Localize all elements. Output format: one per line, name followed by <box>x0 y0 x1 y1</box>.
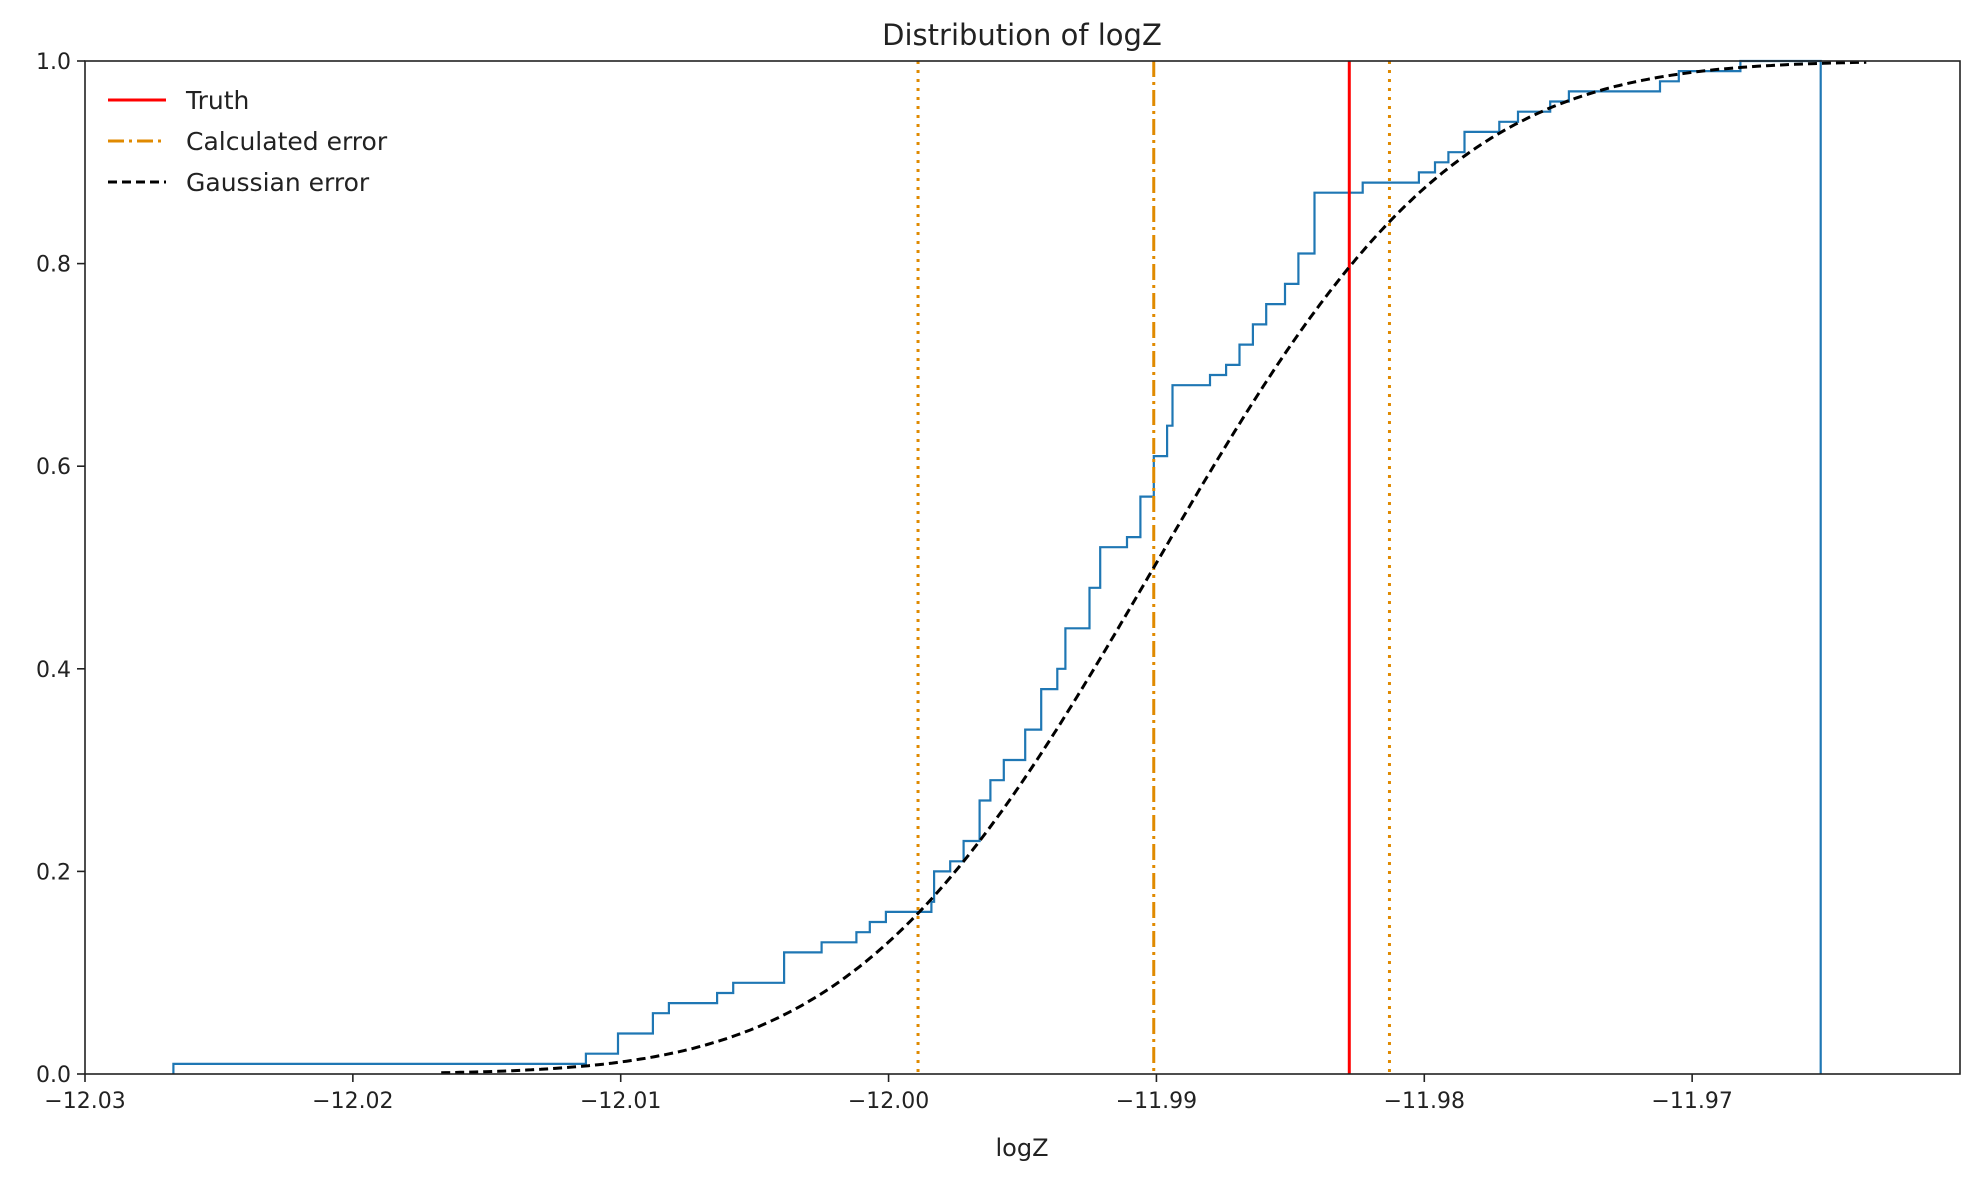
y-tick-label: 0.6 <box>36 455 71 480</box>
legend-item-truth: Truth <box>108 86 249 115</box>
plot-area: 0.00.20.40.60.81.0 −12.03 −12.02 −12.01 −12… <box>36 50 1961 1114</box>
y-axis: 0.0 0.2 0.4 0.6 0.8 1.0 <box>36 50 85 1088</box>
ecdf-step-line <box>172 59 1822 1074</box>
x-tick-label: −12.00 <box>848 1089 929 1114</box>
y-tick-label: 0.8 <box>36 253 71 278</box>
x-tick-label: −11.97 <box>1651 1089 1732 1114</box>
x-axis-label: logZ <box>995 1134 1048 1162</box>
legend-item-calculated-error: Calculated error <box>108 127 388 156</box>
legend-label-calculated-error: Calculated error <box>186 127 388 156</box>
y-tick-label: 0.2 <box>36 860 71 885</box>
legend-label-gaussian-error: Gaussian error <box>186 168 370 197</box>
legend: Truth Calculated error Gaussian error <box>108 86 388 197</box>
x-tick-label: −12.02 <box>312 1089 393 1114</box>
y-tick-label: 0.0 <box>36 1063 71 1088</box>
legend-item-gaussian-error: Gaussian error <box>108 168 370 197</box>
x-axis: −12.03 −12.02 −12.01 −12.00 −11.99 −11.98 −11.… <box>44 1074 1733 1114</box>
x-tick-label: −11.99 <box>1116 1089 1197 1114</box>
gaussian-error-curve <box>441 60 1867 1075</box>
plot-frame <box>84 60 1961 1075</box>
legend-label-truth: Truth <box>185 86 249 115</box>
chart-title: Distribution of logZ <box>882 18 1162 52</box>
y-tick-label: 1.0 <box>36 50 71 75</box>
x-tick-label: −11.98 <box>1384 1089 1465 1114</box>
y-tick-label: 0.4 <box>36 658 71 683</box>
x-tick-label: −12.01 <box>580 1089 661 1114</box>
x-tick-label: −12.03 <box>44 1089 125 1114</box>
series-layer <box>172 59 1867 1075</box>
